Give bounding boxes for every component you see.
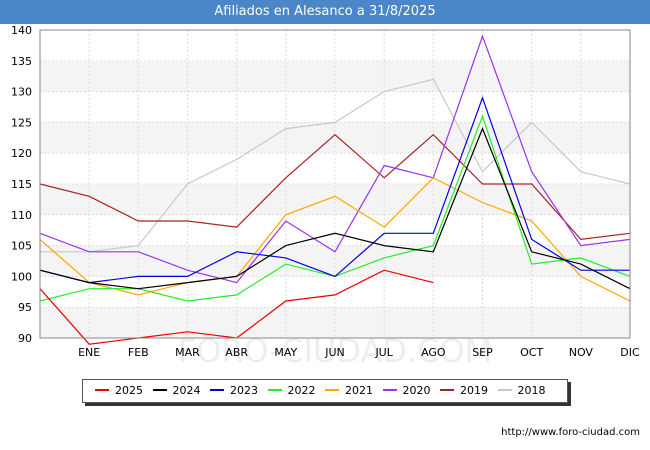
legend-label: 2024	[172, 384, 201, 397]
legend-swatch	[95, 389, 109, 391]
x-tick-label: ABR	[225, 346, 248, 359]
x-tick-label: JUN	[324, 346, 345, 359]
y-tick-label: 135	[11, 55, 32, 68]
x-tick-label: JUL	[374, 346, 393, 359]
y-tick-label: 95	[18, 301, 32, 314]
chart-title: Afiliados en Alesanco a 31/8/2025	[0, 0, 650, 24]
legend-item-2022: 2022	[267, 380, 316, 402]
series-line-2020	[39, 34, 631, 284]
legend-item-2021: 2021	[325, 380, 373, 402]
series-lines	[39, 34, 631, 345]
legend-label: 2018	[517, 384, 546, 397]
plot-frame	[39, 29, 631, 339]
x-tick-label: FEB	[128, 346, 149, 359]
legend-label: 2019	[460, 384, 488, 397]
legend-item-2018: 2018	[497, 380, 546, 402]
y-tick-label: 110	[11, 209, 32, 222]
y-tick-label: 120	[11, 147, 32, 160]
y-tick-label: 115	[11, 178, 32, 191]
series-line-2019	[39, 133, 631, 241]
legend-swatch	[440, 389, 454, 391]
x-tick-label: DIC	[620, 346, 640, 359]
legend-item-2025: 2025	[95, 380, 143, 402]
y-tick-label: 140	[11, 24, 32, 37]
legend-label: 2023	[230, 384, 258, 397]
legend-swatch	[267, 389, 282, 391]
x-tick-label: NOV	[569, 346, 594, 359]
x-tick-label: SEP	[472, 346, 493, 359]
legend-label: 2022	[287, 384, 316, 397]
y-tick-label: 105	[11, 240, 32, 253]
x-axis-ticks: ENE FEB MAR ABR MAY JUN JUL AGO SEP OCT NOV DIC	[78, 346, 640, 359]
y-tick-label: 100	[11, 270, 32, 283]
legend-swatch	[382, 389, 397, 391]
x-tick-label: MAR	[175, 346, 200, 359]
y-axis-ticks: 90 95 100 105 110 115 120 125 130 135 140	[11, 24, 32, 345]
source-url[interactable]: http://www.foro-ciudad.com	[501, 427, 640, 438]
legend-item-2023: 2023	[210, 380, 258, 402]
grid-lines	[40, 29, 631, 339]
legend-label: 2021	[345, 384, 373, 397]
series-line-2021	[39, 177, 631, 302]
x-tick-label: AGO	[421, 346, 446, 359]
legend-label: 2020	[402, 384, 431, 397]
x-tick-label: ENE	[78, 346, 100, 359]
series-line-2023	[39, 96, 630, 284]
legend-item-2024: 2024	[152, 380, 201, 402]
legend-label: 2025	[115, 384, 143, 397]
legend-item-2019: 2019	[440, 380, 488, 402]
y-tick-label: 130	[11, 86, 32, 99]
series-line-2024	[39, 126, 631, 290]
axes	[39, 29, 631, 339]
legend-swatch	[497, 389, 512, 391]
series-line-2018	[40, 78, 631, 253]
legend-swatch	[152, 389, 167, 391]
legend-item-2020: 2020	[382, 380, 431, 402]
y-tick-label: 125	[11, 116, 32, 129]
y-tick-label: 90	[18, 332, 32, 345]
legend-swatch	[210, 389, 224, 391]
legend-swatch	[325, 389, 339, 391]
x-tick-label: MAY	[274, 346, 297, 359]
legend: 2025 2024 2023 2022 2021 2020 2019 2018	[82, 379, 568, 403]
x-tick-label: OCT	[520, 346, 543, 359]
